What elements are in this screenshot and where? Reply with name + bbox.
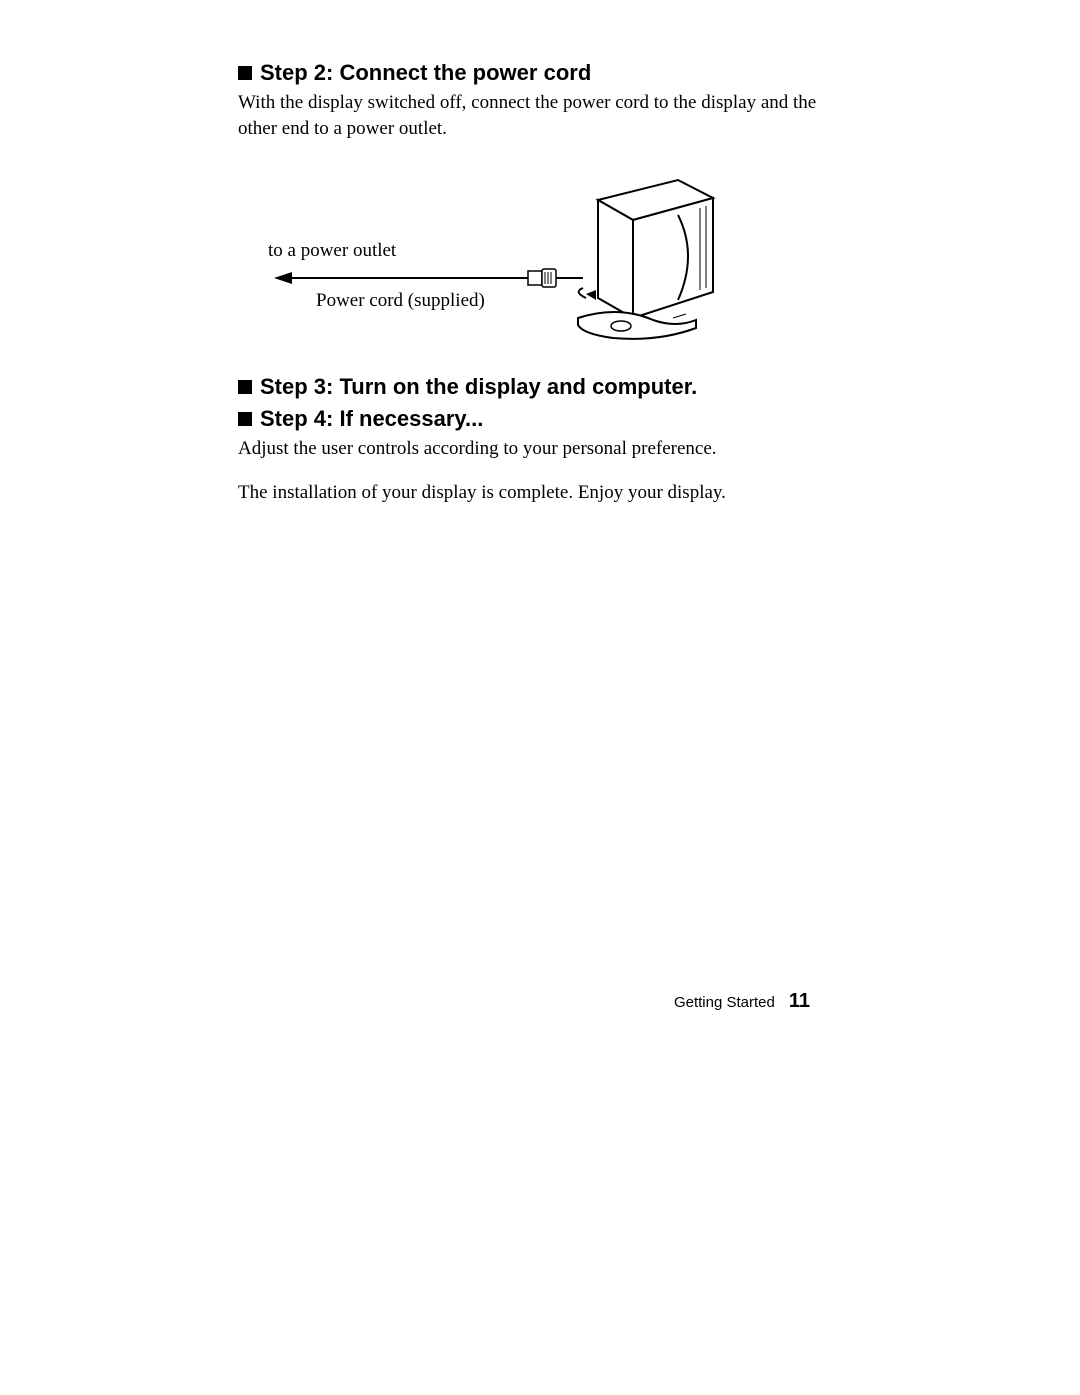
step-2-heading: Step 2: Connect the power cord bbox=[238, 60, 858, 86]
page-footer: Getting Started 11 bbox=[674, 990, 810, 1013]
power-cord-diagram: to a power outlet Power cord (supplied) bbox=[238, 160, 718, 350]
step-4-body-2: The installation of your display is comp… bbox=[238, 480, 858, 506]
step-4-heading: Step 4: If necessary... bbox=[238, 406, 858, 432]
outlet-label: to a power outlet bbox=[268, 240, 396, 262]
footer-page-number: 11 bbox=[789, 990, 810, 1013]
bullet-square-icon bbox=[238, 380, 252, 394]
step-2-body: With the display switched off, connect t… bbox=[238, 90, 858, 141]
document-page: Step 2: Connect the power cord With the … bbox=[0, 0, 1080, 1395]
step-4-body-1: Adjust the user controls according to yo… bbox=[238, 436, 858, 462]
bullet-square-icon bbox=[238, 66, 252, 80]
content-area: Step 2: Connect the power cord With the … bbox=[238, 60, 858, 506]
step-3-title: Step 3: Turn on the display and computer… bbox=[260, 374, 697, 400]
step-3-heading: Step 3: Turn on the display and computer… bbox=[238, 374, 858, 400]
bullet-square-icon bbox=[238, 412, 252, 426]
footer-section: Getting Started bbox=[674, 994, 775, 1011]
step-4-title: Step 4: If necessary... bbox=[260, 406, 483, 432]
monitor-icon bbox=[578, 180, 713, 339]
step-2-title: Step 2: Connect the power cord bbox=[260, 60, 591, 86]
cord-label: Power cord (supplied) bbox=[316, 290, 485, 312]
